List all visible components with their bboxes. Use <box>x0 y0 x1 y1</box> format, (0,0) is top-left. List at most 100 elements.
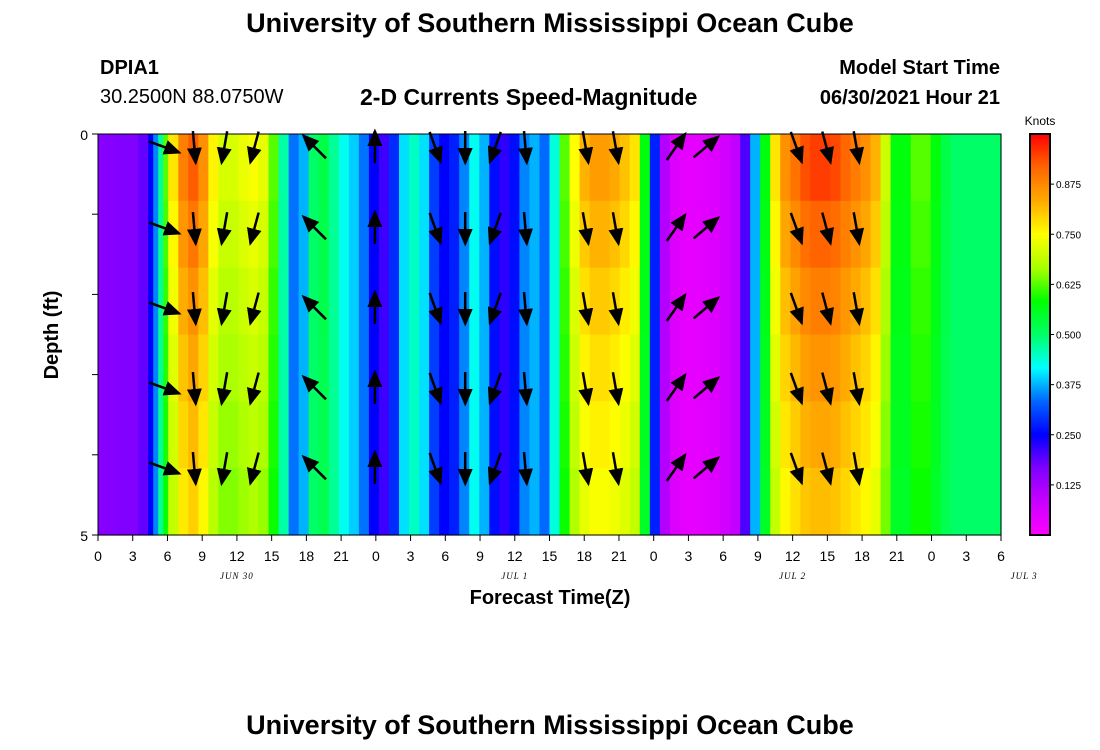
heat-cell <box>880 401 892 469</box>
heat-cell <box>890 134 902 202</box>
heat-cell <box>519 200 531 269</box>
heat-cell <box>649 401 661 469</box>
heat-cell <box>870 200 882 269</box>
heat-cell <box>529 200 541 269</box>
heat-cell <box>489 134 500 202</box>
x-tick-label: 12 <box>229 548 245 564</box>
heat-cell <box>760 334 771 402</box>
heat-cell <box>770 334 781 402</box>
heat-cell <box>228 334 240 402</box>
heat-cell <box>118 468 139 536</box>
heat-cell <box>188 134 199 202</box>
current-vector <box>186 130 202 166</box>
heat-cell <box>870 401 882 469</box>
heat-cell <box>539 134 551 202</box>
current-vector <box>692 216 721 240</box>
heat-cell <box>228 200 240 269</box>
heat-cell <box>649 134 661 202</box>
colorbar-tick-label: 0.750 <box>1056 230 1081 241</box>
heat-cell <box>539 334 551 402</box>
heat-cell <box>98 468 119 536</box>
heat-cell <box>268 468 280 536</box>
heat-cell <box>198 267 209 336</box>
heat-cell <box>720 200 731 269</box>
heat-cell <box>509 334 520 402</box>
heat-cell <box>880 267 892 336</box>
heat-cell <box>579 401 591 469</box>
current-vector <box>428 452 443 486</box>
current-vector <box>216 131 232 166</box>
current-vector <box>819 131 834 165</box>
heat-cell <box>880 134 892 202</box>
heat-cell <box>689 468 701 536</box>
colorbar-tick-label: 0.625 <box>1056 280 1081 291</box>
heat-cell <box>539 468 551 536</box>
heat-cell <box>208 334 219 402</box>
heat-cell <box>930 267 942 336</box>
heat-cell <box>358 334 370 402</box>
heat-cell <box>168 134 179 202</box>
heat-cell <box>740 334 751 402</box>
heat-cell <box>409 267 420 336</box>
heat-cell <box>489 334 500 402</box>
heat-cell <box>208 267 219 336</box>
heat-cell <box>148 468 154 536</box>
heat-cell <box>399 267 410 336</box>
heat-cell <box>599 334 611 402</box>
heat-cell <box>318 134 330 202</box>
heat-cell <box>619 401 631 469</box>
x-tick-label: 18 <box>576 548 592 564</box>
heat-cell <box>118 134 139 202</box>
heat-cell <box>880 334 892 402</box>
heat-cell <box>198 468 209 536</box>
heat-cell <box>730 200 741 269</box>
heat-cell <box>529 334 541 402</box>
heat-cell <box>930 334 942 402</box>
heat-cell <box>188 200 199 269</box>
heat-cell <box>163 267 169 336</box>
heat-cell <box>153 134 159 202</box>
heat-cell <box>629 334 641 402</box>
heat-cell <box>459 134 470 202</box>
heat-cell <box>529 267 541 336</box>
x-tick-label: 3 <box>962 548 970 564</box>
heat-cell <box>840 468 852 536</box>
current-vector <box>578 131 594 166</box>
heat-cell <box>790 468 801 536</box>
heat-cell <box>910 468 922 536</box>
heat-cell <box>168 401 179 469</box>
heat-cell <box>388 334 400 402</box>
heat-cell <box>449 267 460 336</box>
current-vector <box>216 212 232 247</box>
heat-cell <box>940 401 952 469</box>
heat-cell <box>930 468 942 536</box>
heat-cell <box>740 200 751 269</box>
x-tick-label: 3 <box>129 548 137 564</box>
heat-cell <box>700 468 711 536</box>
heat-cell <box>288 267 300 336</box>
heat-cell <box>730 134 741 202</box>
heat-cell <box>298 401 310 469</box>
heat-cell <box>489 267 500 336</box>
heat-cell <box>298 334 310 402</box>
heat-cell <box>629 401 641 469</box>
heat-cell <box>268 334 280 402</box>
heat-cell <box>960 468 972 536</box>
heat-cell <box>980 334 992 402</box>
heat-cell <box>850 200 862 269</box>
current-vector <box>665 292 687 322</box>
heat-cell <box>238 401 250 469</box>
x-tick-label: 0 <box>94 548 102 564</box>
heat-cell <box>900 401 912 469</box>
heat-cell <box>328 134 340 202</box>
heat-cell <box>639 134 651 202</box>
current-vector <box>849 292 865 327</box>
heat-cell <box>940 267 952 336</box>
heat-cell <box>348 334 360 402</box>
heat-cell <box>940 134 952 202</box>
heat-cell <box>659 468 671 536</box>
heat-cell <box>439 334 450 402</box>
heat-cell <box>689 401 701 469</box>
heat-cell <box>940 468 952 536</box>
heat-cell <box>810 267 821 336</box>
